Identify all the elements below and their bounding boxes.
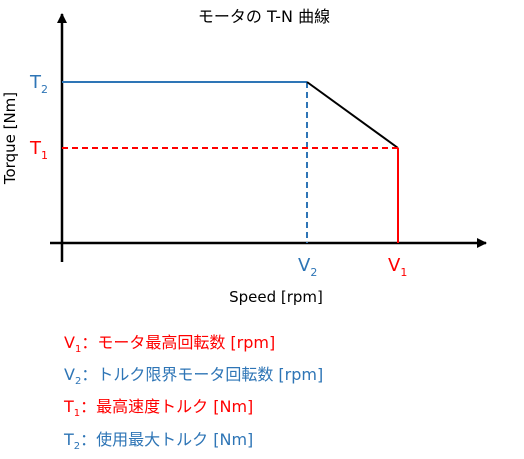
legend-t2-text: ：使用最大トルク [Nm] — [80, 429, 254, 449]
legend-v1-text: ：モータ最高回転数 [rpm] — [81, 333, 276, 352]
legend-t1-sub: 1 — [73, 408, 81, 420]
y-axis-label: Torque [Nm] — [1, 92, 19, 185]
t1-label: T1 — [29, 138, 48, 162]
legend-t2-letter: T — [64, 429, 74, 449]
legend-v2: V2：トルク限界モータ回転数 [rpm] — [64, 362, 323, 394]
diagram-title: モータの T-N 曲線 — [198, 7, 330, 26]
legend-v1: V1：モータ最高回転数 [rpm] — [64, 330, 323, 362]
legend-t1-letter: T — [64, 397, 74, 417]
legend-v2-letter: V — [64, 365, 75, 385]
legend-v2-text: ：トルク限界モータ回転数 [rpm] — [81, 365, 324, 385]
t2-label: T2 — [29, 72, 48, 96]
legend-t1-text: ：最高速度トルク [Nm] — [80, 397, 254, 417]
v1-label: V1 — [388, 255, 407, 279]
legend-v1-letter: V — [64, 333, 75, 352]
legend-t2: T2：使用最大トルク [Nm] — [64, 427, 323, 459]
legend: V1：モータ最高回転数 [rpm] V2：トルク限界モータ回転数 [rpm] T… — [64, 330, 323, 459]
legend-v2-sub: 2 — [74, 376, 82, 388]
legend-v1-sub: 1 — [74, 344, 82, 356]
torque-falloff-line — [306, 81, 399, 149]
tn-curve-diagram: モータの T-N 曲線 Torque [Nm] Speed [rpm] T2 T… — [1, 7, 487, 306]
v2-label: V2 — [298, 255, 317, 279]
legend-t1: T1：最高速度トルク [Nm] — [64, 394, 323, 426]
x-axis-label: Speed [rpm] — [229, 288, 323, 306]
